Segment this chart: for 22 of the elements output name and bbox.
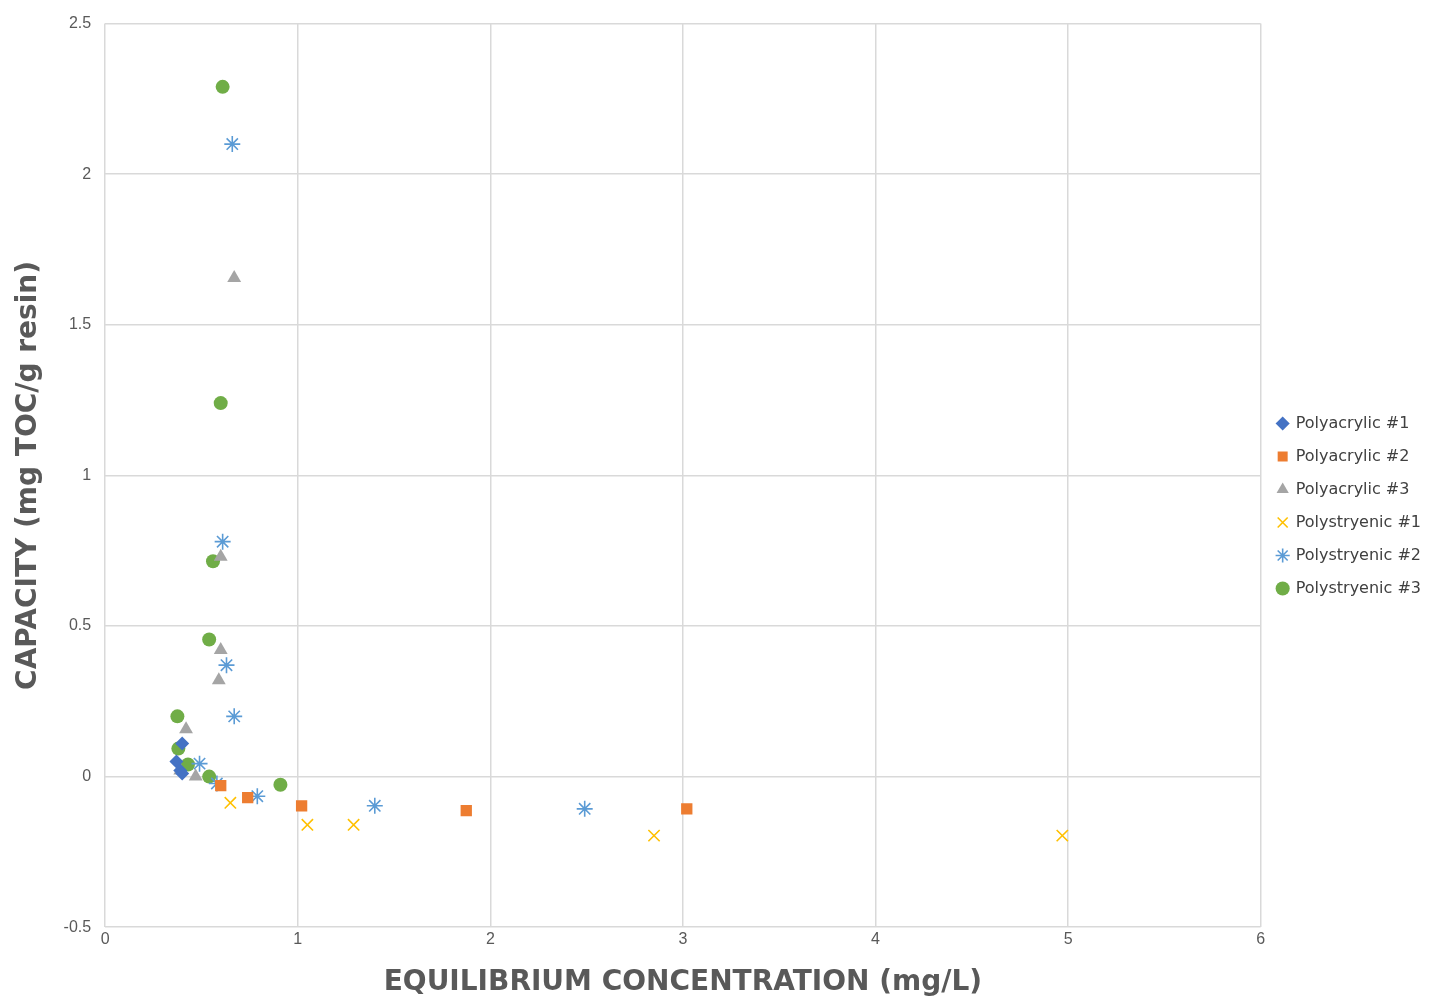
legend-label: Polyacrylic #3 (1295, 478, 1410, 498)
legend-label: Polyacrylic #2 (1295, 445, 1410, 465)
x-tick-label: 2 (485, 930, 495, 948)
y-tick-label: 1.5 (68, 315, 92, 333)
y-axis-title: CAPACITY (mg TOC/g resin) (10, 260, 44, 690)
x-tick-label: 3 (678, 930, 688, 948)
y-tick-label: 2 (82, 164, 92, 182)
y-tick-label: 0.5 (68, 616, 92, 634)
x-tick-label: 5 (1063, 930, 1073, 948)
y-tick-label: 0 (82, 767, 92, 785)
y-tick-label: 1 (82, 465, 92, 483)
legend-label: Polyacrylic #1 (1295, 412, 1410, 432)
legend-label: Polystryenic #2 (1295, 544, 1422, 564)
x-tick-label: 4 (871, 930, 881, 948)
x-tick-label: 0 (100, 930, 110, 948)
x-tick-label: 6 (1256, 930, 1266, 948)
legend-label: Polystryenic #3 (1295, 577, 1422, 597)
legend-label: Polystryenic #1 (1295, 511, 1422, 531)
x-tick-label: 1 (293, 930, 303, 948)
x-axis-title: EQUILIBRIUM CONCENTRATION (mg/L) (383, 964, 983, 998)
y-tick-label: 2.5 (68, 14, 92, 32)
y-tick-label: -0.5 (63, 917, 92, 935)
